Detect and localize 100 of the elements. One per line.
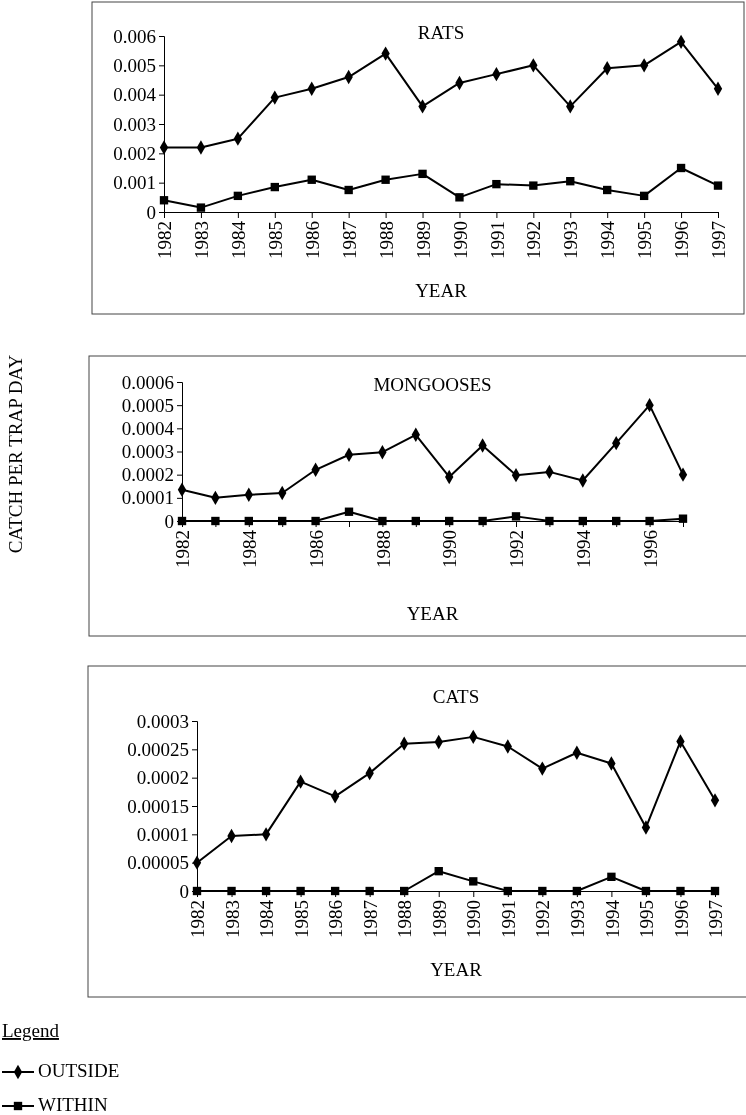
point: [177, 516, 187, 526]
y-tick-label: 0.0006: [121, 371, 174, 393]
y-tick-label: 0.0005: [121, 394, 174, 416]
x-tick-label: 1996: [639, 530, 661, 568]
point: [603, 185, 612, 195]
point: [455, 193, 464, 202]
y-tick-label: 0.0004: [121, 417, 175, 439]
y-tick-label: 0.00015: [127, 795, 189, 817]
point: [612, 516, 621, 526]
y-tick-label: 0.004: [113, 84, 157, 106]
point: [400, 886, 409, 896]
x-axis-title: YEAR: [430, 959, 483, 980]
point: [503, 886, 512, 896]
point: [676, 886, 685, 896]
point: [196, 203, 206, 212]
y-tick-label: 0.0003: [136, 710, 189, 732]
legend-title: Legend: [2, 1020, 60, 1041]
x-tick-label: 1986: [325, 900, 347, 938]
chart-title: MONGOOSES: [373, 374, 492, 395]
point: [330, 886, 340, 896]
point: [538, 886, 547, 896]
point: [478, 516, 487, 526]
legend-label: OUTSIDE: [38, 1060, 120, 1081]
x-tick-label: 1996: [670, 900, 692, 938]
x-tick-label: 1990: [449, 221, 471, 259]
y-tick-label: 0.003: [113, 113, 156, 135]
y-tick-label: 0.00005: [127, 852, 189, 874]
x-tick-label: 1991: [497, 900, 519, 938]
x-tick-label: 1992: [532, 900, 554, 938]
y-tick-label: 0.006: [113, 25, 156, 47]
point: [676, 163, 686, 173]
point: [227, 886, 236, 896]
point: [529, 181, 538, 190]
point: [261, 886, 271, 896]
point: [344, 507, 354, 516]
x-tick-label: 1995: [634, 221, 656, 259]
legend-label: WITHIN: [38, 1094, 108, 1115]
x-axis-title: YEAR: [415, 280, 468, 301]
x-tick-label: 1996: [671, 221, 693, 259]
point: [710, 886, 720, 896]
x-tick-label: 1983: [191, 221, 213, 259]
y-tick-label: 0: [164, 510, 174, 532]
x-tick-label: 1990: [439, 530, 461, 568]
y-axis-title: CATCH PER TRAP DAY: [5, 354, 26, 554]
point: [411, 516, 420, 526]
y-tick-label: 0.001: [113, 172, 156, 194]
y-tick-label: 0.005: [113, 54, 156, 76]
x-tick-label: 1992: [523, 221, 545, 259]
point: [713, 181, 723, 190]
x-tick-label: 1990: [463, 900, 485, 938]
x-tick-label: 1994: [572, 529, 594, 568]
x-tick-label: 1997: [708, 221, 730, 259]
point: [511, 512, 521, 521]
x-tick-label: 1982: [154, 221, 176, 259]
x-tick-label: 1991: [486, 221, 508, 259]
point: [566, 177, 575, 186]
y-tick-label: 0.002: [113, 142, 156, 164]
point: [278, 516, 287, 526]
point: [344, 185, 353, 195]
y-tick-label: 0.0001: [121, 487, 174, 509]
point: [270, 182, 279, 192]
x-tick-label: 1989: [428, 900, 450, 938]
point: [378, 516, 387, 526]
point: [645, 516, 654, 526]
point: [578, 516, 587, 526]
y-tick-label: 0.0002: [136, 767, 189, 789]
x-tick-label: 1984: [238, 529, 260, 568]
y-tick-label: 0: [146, 201, 156, 223]
x-tick-label: 1993: [567, 900, 589, 938]
point: [211, 516, 220, 526]
x-tick-label: 1989: [412, 221, 434, 259]
chart-title: CATS: [432, 686, 480, 707]
point: [296, 886, 305, 896]
point: [192, 886, 202, 896]
x-tick-label: 1984: [256, 899, 278, 938]
y-tick-label: 0: [179, 880, 189, 902]
point: [607, 872, 616, 882]
x-tick-label: 1987: [359, 900, 381, 938]
x-tick-label: 1986: [305, 530, 327, 568]
x-tick-label: 1997: [705, 900, 727, 938]
point: [641, 886, 651, 896]
point: [233, 191, 243, 201]
point: [492, 179, 501, 189]
point: [381, 175, 390, 184]
point: [678, 514, 688, 523]
x-tick-label: 1985: [290, 900, 312, 938]
y-tick-label: 0.0002: [121, 464, 174, 486]
point: [639, 191, 649, 201]
x-tick-label: 1994: [597, 220, 619, 259]
point: [545, 516, 554, 526]
point: [365, 886, 374, 896]
y-tick-label: 0.00025: [127, 738, 189, 760]
x-tick-label: 1988: [375, 221, 397, 259]
point: [307, 175, 316, 184]
x-tick-label: 1986: [301, 221, 323, 259]
x-tick-label: 1988: [372, 530, 394, 568]
x-tick-label: 1992: [506, 530, 528, 568]
x-tick-label: 1994: [601, 899, 623, 938]
point: [434, 866, 443, 876]
chart-title: RATS: [417, 22, 465, 43]
